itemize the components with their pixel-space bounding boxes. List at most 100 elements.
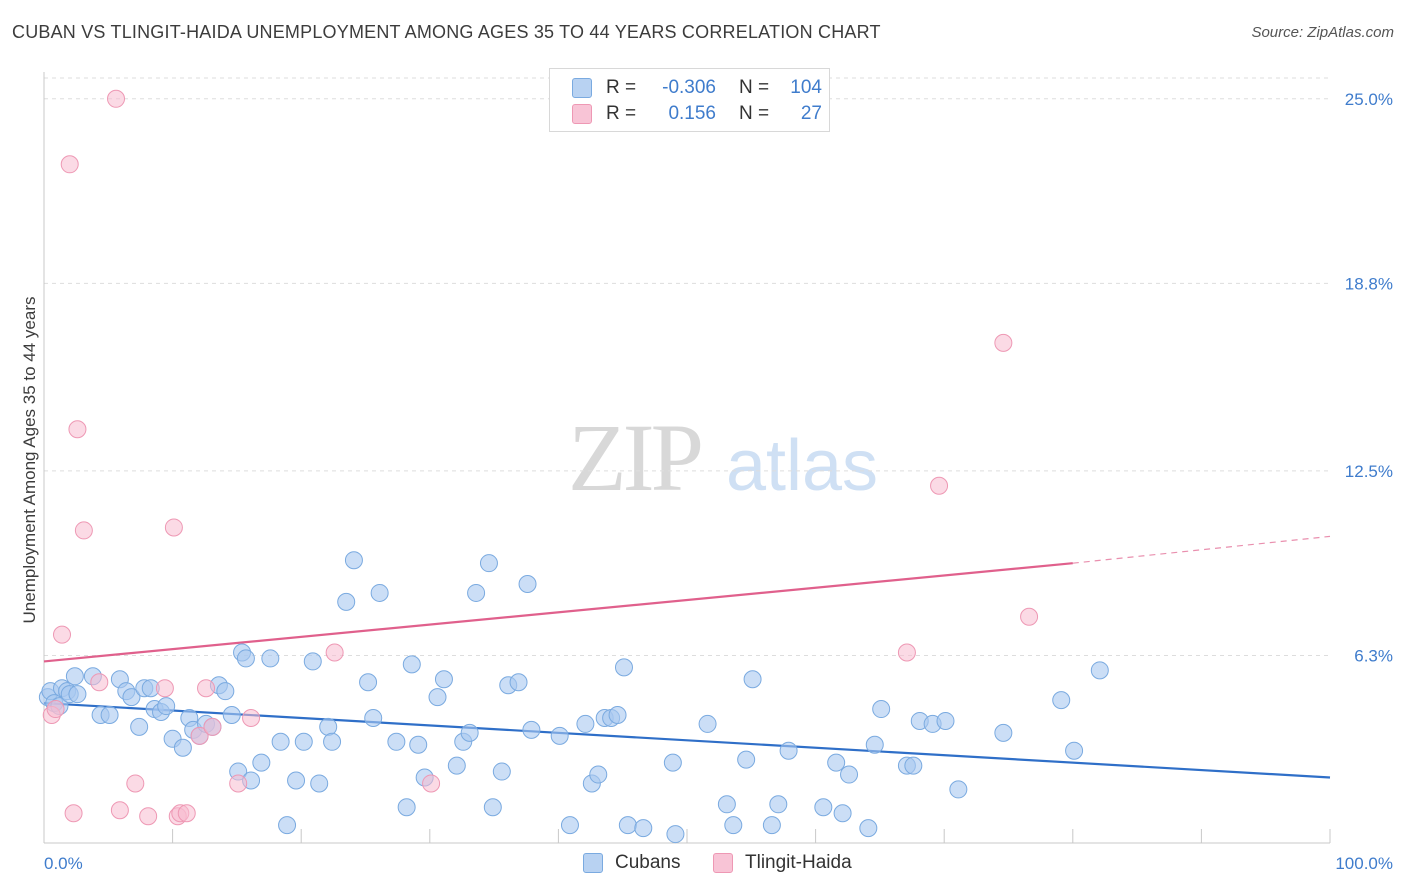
tlingit-swatch <box>572 104 592 124</box>
chart-title: CUBAN VS TLINGIT-HAIDA UNEMPLOYMENT AMON… <box>12 22 881 42</box>
watermark: ZIP atlas <box>568 404 878 511</box>
cubans-point <box>865 735 884 754</box>
cubans-point <box>271 732 290 751</box>
cubans-point <box>236 649 255 668</box>
cubans-point <box>323 732 342 751</box>
cubans-point <box>222 705 241 724</box>
correlation-legend: R = -0.306 N = 104 R = 0.156 N = 27 <box>549 68 830 132</box>
cubans-point <box>1090 661 1109 680</box>
n-value: 27 <box>800 103 822 124</box>
tlingit-haida-point <box>46 700 65 719</box>
tlingit-haida-point <box>164 518 183 537</box>
cubans-point <box>1065 741 1084 760</box>
cubans-point <box>589 765 608 784</box>
cubans-point <box>762 816 781 835</box>
tlingit-haida-point <box>53 625 72 644</box>
cubans-point <box>252 753 271 772</box>
cubans-point <box>68 685 87 704</box>
cubans-point <box>364 708 383 727</box>
legend-label-tlingit: Tlingit-Haida <box>745 852 852 873</box>
tlingit-haida-point <box>422 774 441 793</box>
cubans-point <box>814 798 833 817</box>
n-value: 104 <box>790 77 822 98</box>
r-label: R = <box>606 103 637 124</box>
cubans-point <box>608 705 627 724</box>
cubans-point <box>666 825 685 844</box>
legend-item-cubans: Cubans <box>583 852 681 874</box>
source-label: Source: ZipAtlas.com <box>1251 24 1394 41</box>
x-tick-label: 0.0% <box>44 854 83 873</box>
cubans-point <box>479 554 498 573</box>
tlingit-haida-point <box>994 333 1013 352</box>
y-tick-label: 12.5% <box>1345 462 1393 481</box>
cubans-point <box>663 753 682 772</box>
watermark-zip: ZIP <box>568 404 701 511</box>
cubans-point <box>724 816 743 835</box>
n-label: N = <box>738 103 770 124</box>
tlingit-haida-point <box>60 155 79 174</box>
tlingit-haida-point <box>64 804 83 823</box>
cubans-point <box>447 756 466 775</box>
cubans-point <box>434 670 453 689</box>
r-value: -0.306 <box>662 77 716 98</box>
cubans-point <box>614 658 633 677</box>
cubans-point <box>370 583 389 602</box>
tlingit-haida-trend-line <box>43 562 1073 663</box>
cubans-point <box>402 655 421 674</box>
cubans-point <box>65 667 84 686</box>
cubans-point <box>278 816 297 835</box>
tlingit-haida-point <box>897 643 916 662</box>
cubans-point <box>303 652 322 671</box>
r-label: R = <box>606 77 637 98</box>
legend-row-cubans: R = -0.306 N = 104 <box>572 76 822 100</box>
cubans-point <box>261 649 280 668</box>
tlingit-haida-point <box>203 717 222 736</box>
cubans-point <box>698 714 717 733</box>
grid-lines <box>44 77 1330 656</box>
tlingit-haida-point <box>930 476 949 495</box>
cubans-point <box>840 765 859 784</box>
tlingit-haida-point <box>229 774 248 793</box>
x-tick-label: 100.0% <box>1335 854 1393 873</box>
r-value: 0.156 <box>668 103 716 124</box>
cubans-point <box>460 723 479 742</box>
y-tick-label: 6.3% <box>1354 646 1393 665</box>
cubans-point <box>100 705 119 724</box>
cubans-point <box>737 750 756 769</box>
data-points <box>38 89 1109 844</box>
cubans-point <box>294 732 313 751</box>
cubans-point <box>576 714 595 733</box>
cubans-point <box>949 780 968 799</box>
cubans-point <box>130 717 149 736</box>
cubans-point <box>904 756 923 775</box>
cubans-point <box>287 771 306 790</box>
y-tick-labels: 6.3% 12.5% 18.8% 25.0% <box>1345 90 1393 666</box>
cubans-point <box>428 688 447 707</box>
cubans-point <box>173 738 192 757</box>
cubans-point <box>618 816 637 835</box>
cubans-point <box>467 583 486 602</box>
tlingit-haida-point <box>139 807 158 826</box>
cubans-swatch <box>572 78 592 98</box>
tlingit-haida-point <box>68 420 87 439</box>
legend-row-tlingit: R = 0.156 N = 27 <box>572 102 822 126</box>
cubans-point <box>344 551 363 570</box>
tlingit-swatch <box>713 853 733 873</box>
tlingit-haida-point <box>325 643 344 662</box>
cubans-point <box>518 575 537 594</box>
x-tick-labels: 0.0% 100.0% <box>44 854 1393 873</box>
cubans-point <box>859 819 878 838</box>
cubans-point <box>827 753 846 772</box>
cubans-point <box>409 735 428 754</box>
tlingit-haida-point <box>90 673 109 692</box>
tlingit-haida-trend-extension <box>1072 535 1331 564</box>
tlingit-haida-point <box>110 801 129 820</box>
cubans-point <box>319 717 338 736</box>
tlingit-haida-point <box>107 89 126 108</box>
cubans-point <box>387 732 406 751</box>
y-tick-label: 25.0% <box>1345 90 1393 109</box>
tlingit-haida-point <box>197 679 216 698</box>
cubans-point <box>397 798 416 817</box>
cubans-point <box>994 723 1013 742</box>
